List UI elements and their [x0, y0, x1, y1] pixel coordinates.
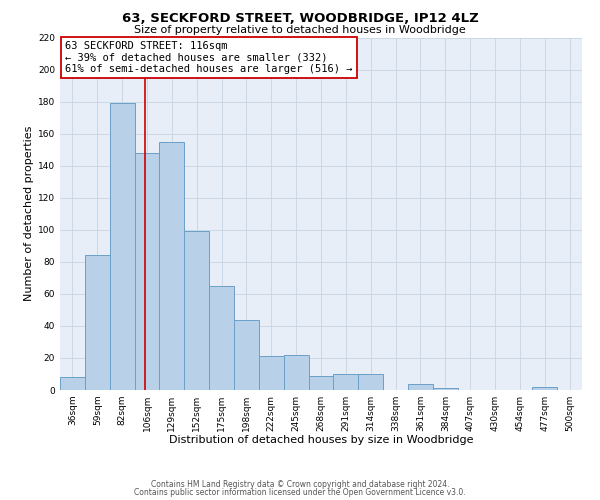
Bar — [209, 286, 234, 390]
Bar — [60, 377, 85, 390]
Bar — [110, 103, 134, 390]
Bar — [308, 376, 334, 390]
Y-axis label: Number of detached properties: Number of detached properties — [24, 126, 34, 302]
Bar — [184, 232, 209, 390]
Text: 63 SECKFORD STREET: 116sqm
← 39% of detached houses are smaller (332)
61% of sem: 63 SECKFORD STREET: 116sqm ← 39% of deta… — [65, 41, 353, 74]
Bar — [259, 356, 284, 390]
Bar — [334, 374, 358, 390]
X-axis label: Distribution of detached houses by size in Woodbridge: Distribution of detached houses by size … — [169, 436, 473, 446]
Bar — [408, 384, 433, 390]
Bar — [284, 355, 308, 390]
Bar — [234, 320, 259, 390]
Text: Size of property relative to detached houses in Woodbridge: Size of property relative to detached ho… — [134, 25, 466, 35]
Bar — [433, 388, 458, 390]
Bar — [532, 387, 557, 390]
Text: Contains public sector information licensed under the Open Government Licence v3: Contains public sector information licen… — [134, 488, 466, 497]
Text: 63, SECKFORD STREET, WOODBRIDGE, IP12 4LZ: 63, SECKFORD STREET, WOODBRIDGE, IP12 4L… — [122, 12, 478, 26]
Text: Contains HM Land Registry data © Crown copyright and database right 2024.: Contains HM Land Registry data © Crown c… — [151, 480, 449, 489]
Bar — [85, 256, 110, 390]
Bar — [134, 153, 160, 390]
Bar — [160, 142, 184, 390]
Bar — [358, 374, 383, 390]
